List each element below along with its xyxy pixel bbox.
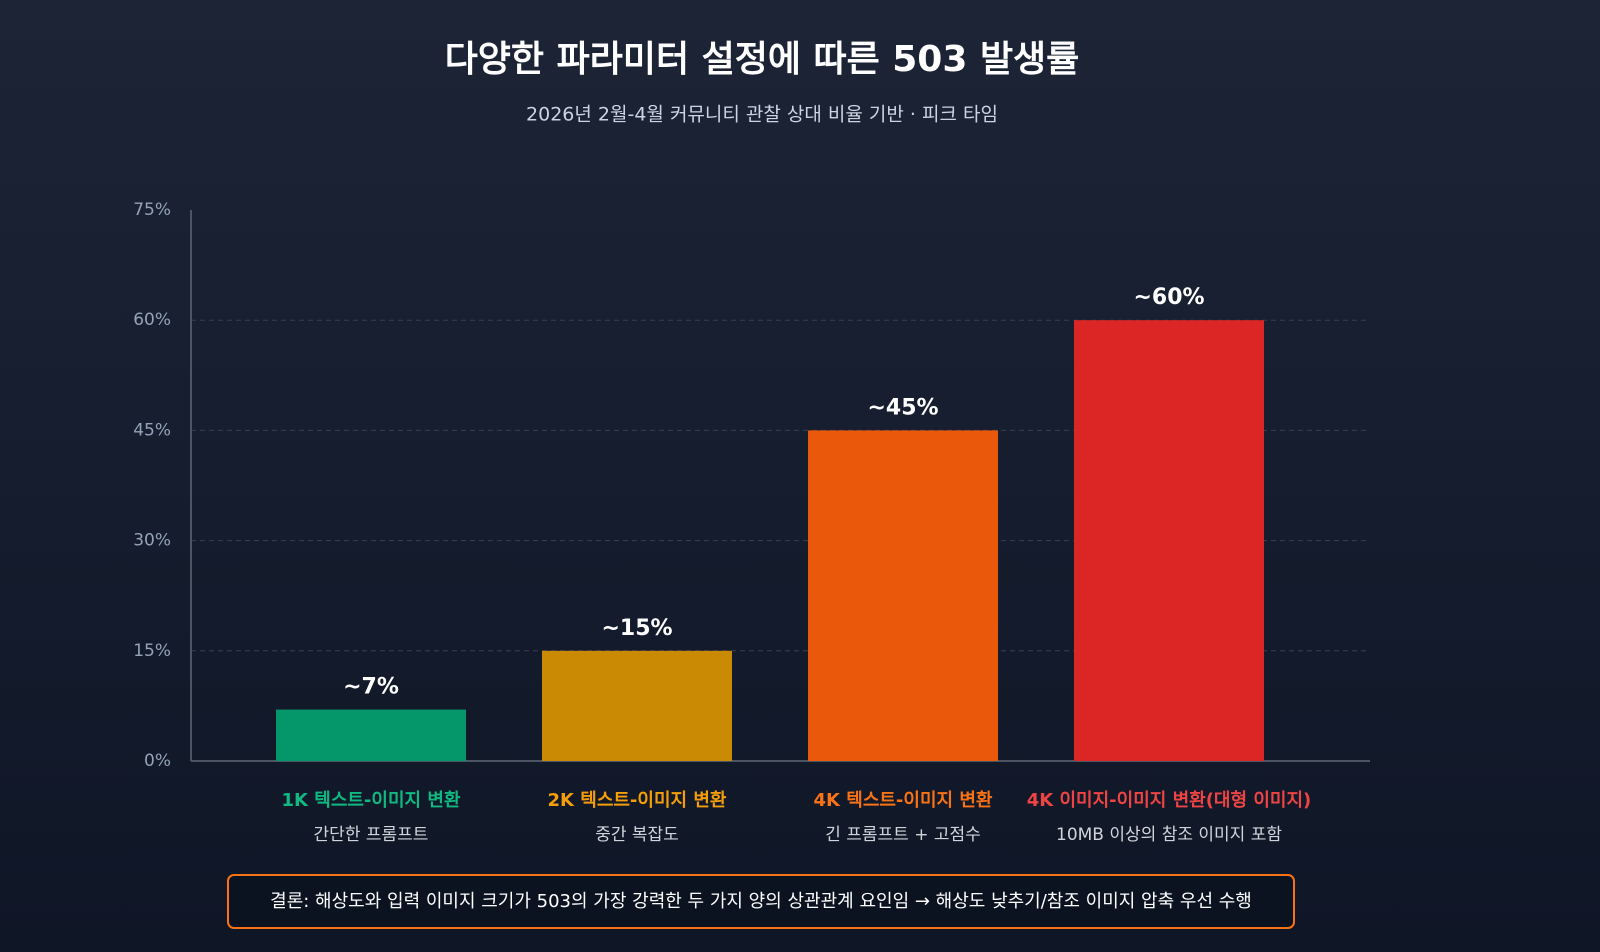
x-tick-note: 중간 복잡도	[595, 825, 679, 845]
bar	[808, 430, 998, 761]
x-tick-note: 10MB 이상의 참조 이미지 포함	[1056, 825, 1282, 845]
value-label: ~7%	[343, 675, 399, 700]
x-tick-note: 긴 프롬프트 + 고점수	[825, 825, 981, 845]
x-tick-label: 4K 텍스트-이미지 변환	[814, 789, 993, 811]
conclusion: 결론: 해상도와 입력 이미지 크기가 503의 가장 강력한 두 가지 양의 …	[270, 891, 1252, 912]
y-tick-label: 45%	[133, 420, 171, 440]
chart-title: 다양한 파라미터 설정에 따른 503 발생률	[445, 39, 1080, 80]
conclusion-box	[227, 874, 1295, 929]
chart-subtitle: 2026년 2월-4월 커뮤니티 관찰 상대 비율 기반 · 피크 타임	[526, 104, 998, 126]
y-tick-label: 0%	[144, 751, 171, 771]
value-label: ~60%	[1133, 285, 1204, 310]
x-tick-label: 4K 이미지-이미지 변환(대형 이미지)	[1027, 789, 1311, 811]
bar	[542, 650, 732, 761]
x-tick-label: 2K 텍스트-이미지 변환	[548, 789, 727, 811]
y-tick-label: 15%	[133, 641, 171, 661]
x-tick-note: 간단한 프롬프트	[314, 825, 429, 845]
y-tick-label: 30%	[133, 531, 171, 551]
y-tick-label: 60%	[133, 310, 171, 330]
x-tick-label: 1K 텍스트-이미지 변환	[282, 789, 461, 811]
bar	[276, 709, 466, 761]
value-label: ~15%	[601, 616, 672, 641]
y-tick-label: 75%	[133, 200, 171, 220]
bar	[1074, 320, 1264, 761]
value-label: ~45%	[867, 395, 938, 420]
